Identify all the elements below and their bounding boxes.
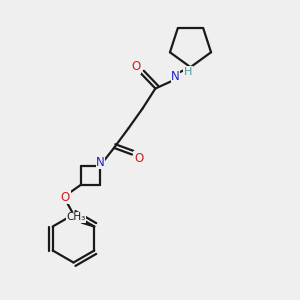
Text: N: N [96, 156, 105, 169]
Text: O: O [134, 152, 143, 165]
Text: N: N [171, 70, 180, 83]
Text: H: H [184, 67, 192, 77]
Text: CH₃: CH₃ [67, 212, 86, 223]
Text: O: O [131, 60, 140, 74]
Text: O: O [61, 191, 70, 204]
